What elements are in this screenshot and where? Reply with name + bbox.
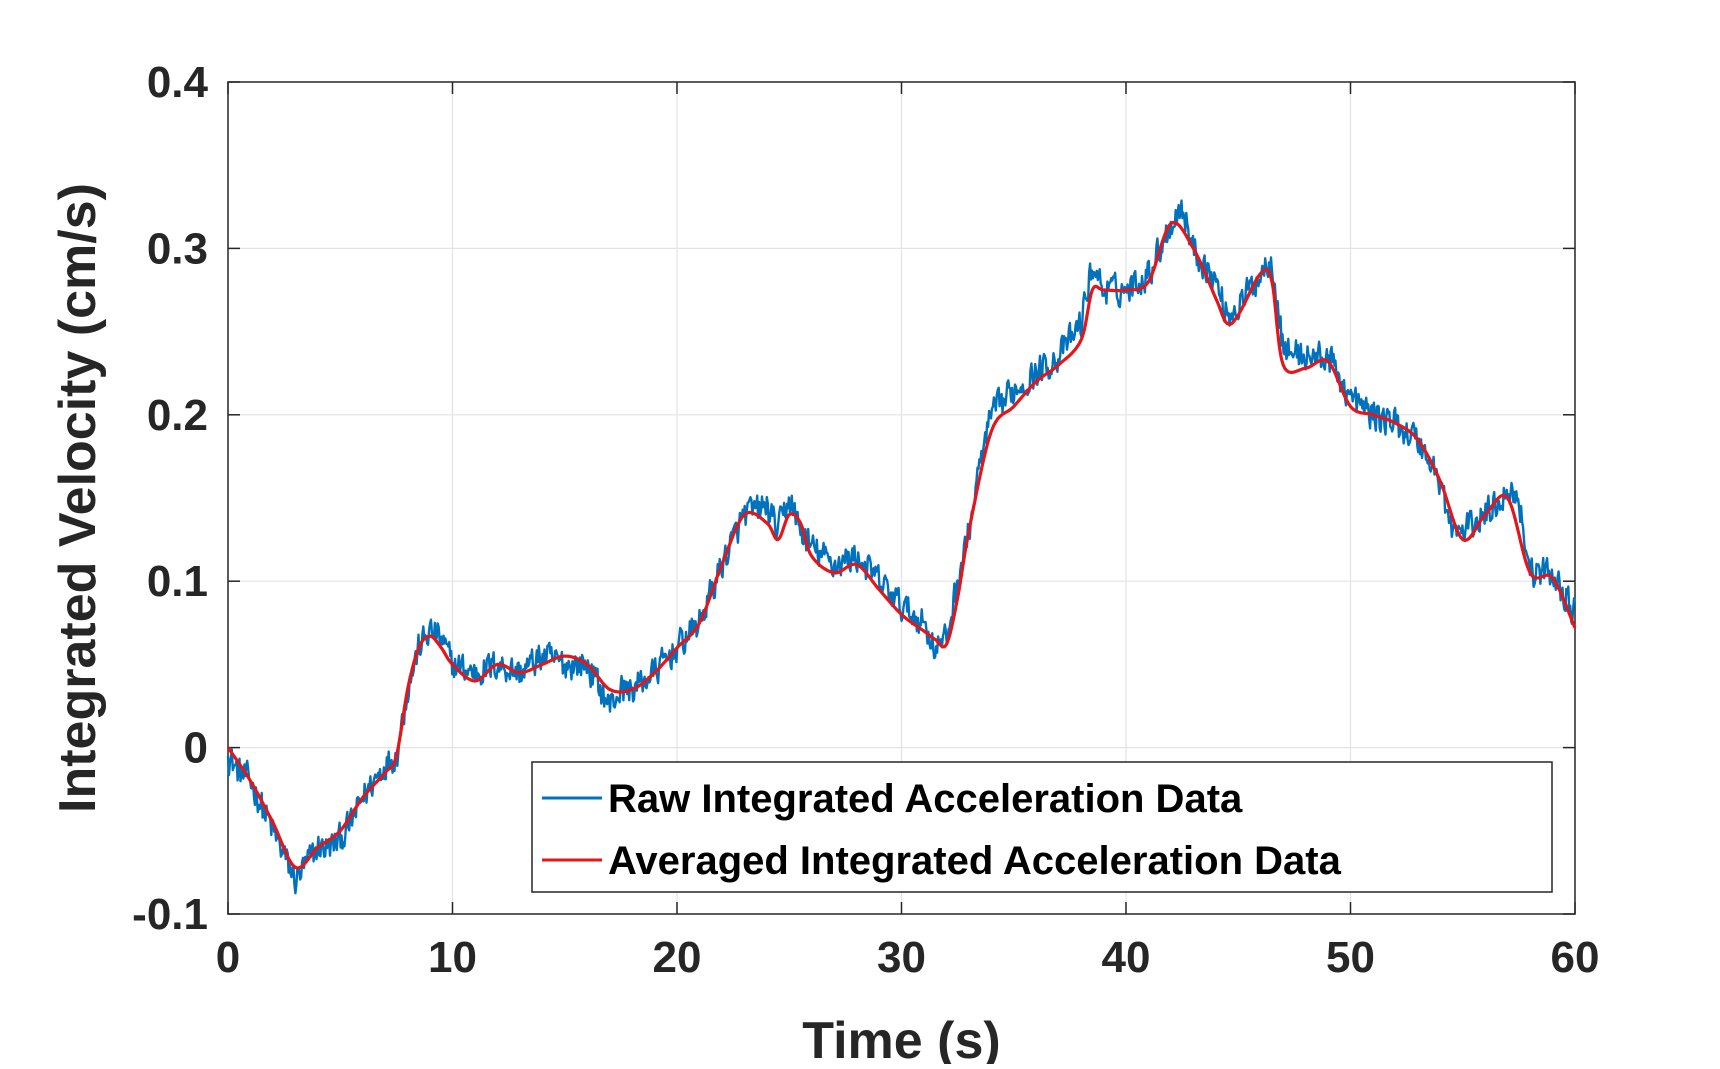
tick-marks [227,81,1576,915]
x-tick-label: 10 [428,933,477,982]
legend-box [531,761,1553,893]
legend: Raw Integrated Acceleration Data Average… [531,761,1553,893]
y-tick-label: 0.2 [147,391,208,440]
series-line-averaged [226,220,1577,870]
legend-label-averaged: Averaged Integrated Acceleration Data [608,839,1342,883]
x-axis-tick-labels: 0 10 20 30 40 50 60 [216,933,1600,982]
series-line-raw [226,199,1577,895]
y-axis-tick-labels: -0.1 0 0.1 0.2 0.3 0.4 [132,58,208,939]
x-tick-label: 50 [1326,933,1375,982]
x-axis-label: Time (s) [802,1012,1000,1064]
y-tick-label: 0.1 [147,557,208,606]
grid [228,82,1575,914]
legend-label-raw: Raw Integrated Acceleration Data [608,777,1243,821]
y-tick-label: 0.4 [147,58,209,107]
y-axis-label: Integrated Velocity (cm/s) [49,183,107,813]
x-tick-label: 40 [1102,933,1151,982]
y-tick-label: -0.1 [132,890,208,939]
x-tick-label: 60 [1551,933,1600,982]
y-tick-label: 0 [184,724,208,773]
x-tick-label: 30 [877,933,926,982]
series-layer [226,199,1577,895]
x-tick-label: 0 [216,933,240,982]
x-tick-label: 20 [653,933,702,982]
y-tick-label: 0.3 [147,224,208,273]
